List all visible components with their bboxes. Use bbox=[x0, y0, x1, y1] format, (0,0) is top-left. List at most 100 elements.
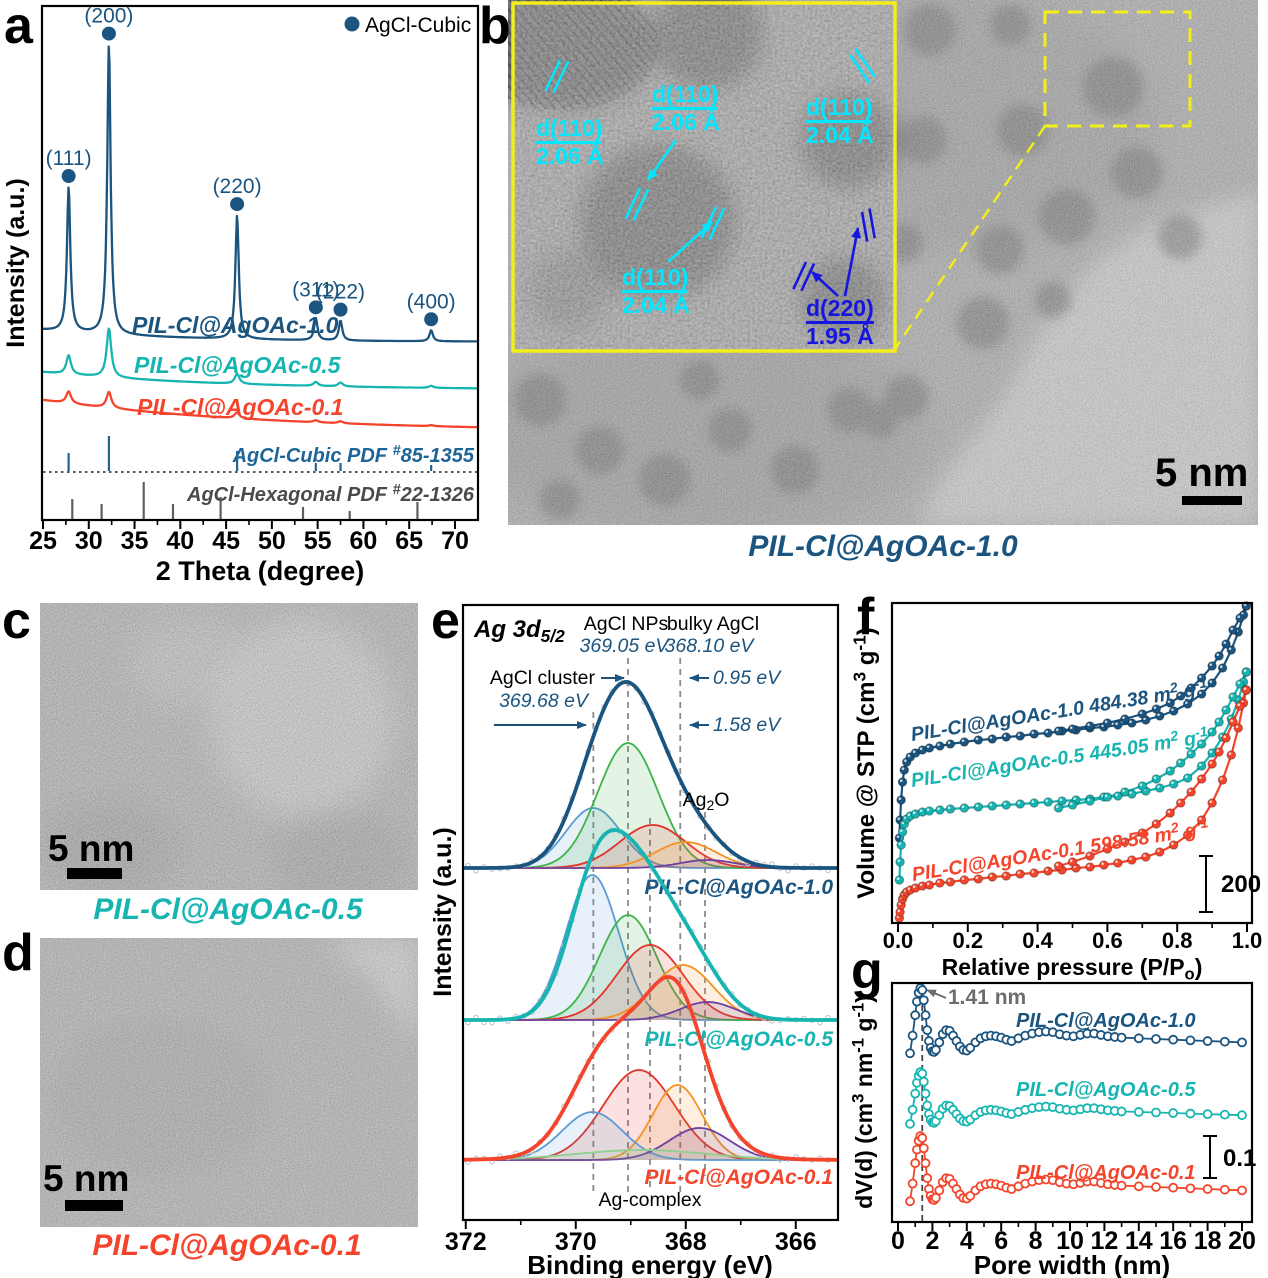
data-point bbox=[1168, 1182, 1179, 1193]
data-point-highlight bbox=[1235, 697, 1239, 700]
data-point bbox=[917, 1133, 928, 1143]
xps-scatter-point bbox=[481, 864, 487, 870]
x-tick-label: 55 bbox=[304, 527, 332, 555]
dspacing-label: d(110) 2.06 Å bbox=[652, 82, 720, 135]
data-point bbox=[941, 1100, 952, 1111]
data-point bbox=[1109, 1105, 1120, 1116]
data-point bbox=[1133, 1033, 1144, 1044]
data-point-highlight bbox=[1069, 859, 1073, 862]
data-point bbox=[1071, 795, 1081, 805]
data-point bbox=[935, 805, 945, 815]
peak-marker-dot bbox=[333, 302, 348, 317]
xps-scatter-point bbox=[569, 917, 575, 924]
tem-c-grain bbox=[40, 603, 418, 890]
x-tick-label: 8 bbox=[1029, 1227, 1043, 1255]
x-tick-label: 370 bbox=[555, 1228, 597, 1256]
data-point bbox=[980, 1105, 991, 1116]
dspacing-value: 2.04 Å bbox=[622, 292, 690, 318]
data-point bbox=[1047, 1027, 1058, 1038]
series-label: PIL-Cl@AgOAc-0.1 bbox=[1016, 1162, 1196, 1184]
data-point bbox=[1015, 869, 1025, 879]
data-point bbox=[1068, 1105, 1079, 1116]
data-point bbox=[1027, 1103, 1038, 1114]
data-point bbox=[985, 1104, 996, 1115]
data-point bbox=[987, 872, 998, 882]
data-point-highlight bbox=[1017, 801, 1021, 804]
scale-label-c: 5 nm bbox=[48, 828, 135, 869]
data-point bbox=[1202, 1109, 1213, 1120]
x-tick-label: 0.6 bbox=[1092, 928, 1123, 953]
peak-hkl-label: (220) bbox=[213, 175, 262, 198]
xps-scatter-point bbox=[777, 1156, 783, 1163]
data-point bbox=[959, 803, 970, 813]
xps-component bbox=[463, 1111, 837, 1161]
data-point bbox=[1054, 1103, 1065, 1114]
xps-scatter-point bbox=[801, 1156, 807, 1162]
data-point-highlight bbox=[1219, 734, 1223, 737]
data-point bbox=[958, 1044, 969, 1055]
data-point-highlight bbox=[907, 813, 911, 816]
data-point-highlight bbox=[1188, 789, 1192, 792]
data-point bbox=[1102, 718, 1113, 728]
xps-annotation: Ag-complex bbox=[599, 1189, 702, 1211]
data-point bbox=[895, 857, 905, 867]
data-point-highlight bbox=[896, 877, 900, 880]
data-point bbox=[920, 1158, 931, 1169]
xps-component-fill bbox=[464, 875, 837, 1020]
data-point bbox=[1168, 840, 1179, 850]
xps-scatter-point bbox=[689, 1008, 695, 1015]
data-point bbox=[1233, 723, 1244, 733]
data-point bbox=[1027, 1176, 1038, 1187]
data-point bbox=[1133, 1107, 1144, 1117]
data-point bbox=[1228, 692, 1238, 702]
data-point bbox=[996, 1106, 1007, 1117]
data-point-highlight bbox=[1240, 612, 1244, 615]
data-point-highlight bbox=[1055, 728, 1059, 731]
data-point bbox=[1096, 1178, 1106, 1188]
data-point-highlight bbox=[1122, 716, 1125, 719]
dspacing-label: d(110) 2.04 Å bbox=[806, 95, 874, 148]
data-point bbox=[1109, 1032, 1120, 1042]
data-point bbox=[1165, 766, 1176, 776]
data-point bbox=[920, 1088, 931, 1099]
data-point bbox=[1102, 1031, 1113, 1042]
xps-scatter-point bbox=[817, 1019, 823, 1026]
data-point-highlight bbox=[1073, 797, 1076, 800]
data-point-highlight bbox=[901, 767, 905, 770]
xps-scatter-point bbox=[489, 1158, 495, 1165]
data-point-highlight bbox=[904, 759, 907, 762]
data-point bbox=[945, 877, 956, 887]
data-point bbox=[1186, 749, 1196, 759]
data-point-highlight bbox=[897, 817, 901, 820]
xps-scatter-point bbox=[545, 845, 551, 852]
xps-scatter-point bbox=[513, 863, 519, 869]
data-point bbox=[894, 833, 905, 843]
xps-scatter-point bbox=[577, 1073, 583, 1080]
xps-scatter-point bbox=[705, 1058, 711, 1065]
xps-scatter-point bbox=[745, 860, 751, 867]
data-point bbox=[1085, 721, 1095, 731]
data-point bbox=[955, 1189, 965, 1200]
xps-scatter-point bbox=[721, 841, 727, 848]
data-point-highlight bbox=[1199, 675, 1202, 678]
dspacing-value: 2.06 Å bbox=[536, 143, 604, 169]
data-point bbox=[1082, 1176, 1093, 1187]
data-point-highlight bbox=[1017, 733, 1021, 736]
data-point bbox=[1006, 1184, 1017, 1194]
data-point bbox=[913, 1135, 924, 1146]
data-point bbox=[970, 1110, 981, 1121]
data-point bbox=[1001, 1034, 1012, 1045]
xps-scatter-point bbox=[633, 841, 639, 848]
data-point-highlight bbox=[904, 889, 907, 892]
xps-component bbox=[463, 914, 837, 1021]
data-point bbox=[1047, 1175, 1058, 1186]
data-point-highlight bbox=[907, 754, 911, 757]
xps-scatter-point bbox=[553, 1120, 559, 1126]
data-point-highlight bbox=[989, 803, 993, 806]
data-point-highlight bbox=[1073, 727, 1076, 730]
xps-scatter-point bbox=[625, 681, 631, 688]
x-tick-label: 2 bbox=[925, 1227, 939, 1255]
data-point bbox=[1241, 601, 1252, 611]
xps-scatter-point bbox=[537, 853, 543, 860]
data-point bbox=[1034, 1027, 1044, 1038]
